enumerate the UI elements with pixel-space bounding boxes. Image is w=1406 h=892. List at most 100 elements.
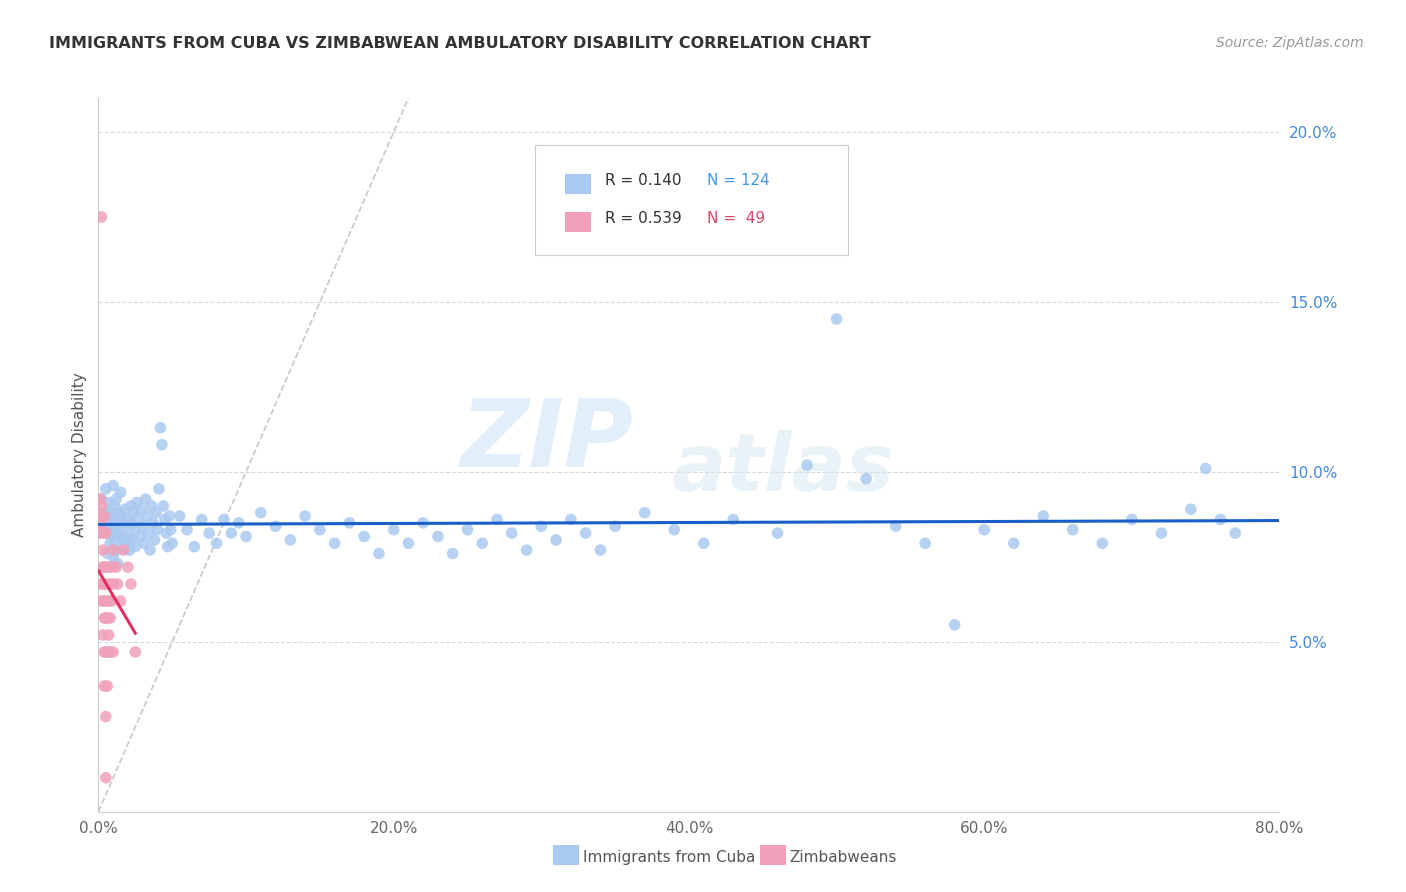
Point: [250, 506, 273, 520]
Point: [93, 679, 115, 693]
Point: [121, 533, 143, 547]
Point: [914, 536, 936, 550]
Point: [146, 523, 169, 537]
Point: [1121, 512, 1143, 526]
Point: [323, 536, 346, 550]
Point: [486, 512, 509, 526]
Point: [112, 543, 135, 558]
Point: [110, 509, 132, 524]
Point: [103, 478, 125, 492]
Point: [93, 509, 115, 524]
Point: [93, 519, 115, 533]
Point: [104, 512, 127, 526]
Point: [1195, 461, 1218, 475]
Point: [97, 512, 120, 526]
Point: [114, 502, 136, 516]
Point: [1032, 509, 1054, 524]
Point: [159, 523, 181, 537]
Point: [135, 492, 157, 507]
Point: [108, 506, 131, 520]
Point: [150, 438, 173, 452]
Point: [796, 458, 818, 472]
Point: [96, 546, 118, 560]
Point: [100, 594, 122, 608]
Point: [205, 536, 228, 550]
Point: [142, 516, 165, 530]
Point: [90, 577, 112, 591]
Point: [134, 536, 156, 550]
Point: [98, 523, 121, 537]
Point: [1225, 526, 1247, 541]
Point: [105, 526, 128, 541]
Point: [1091, 536, 1114, 550]
Point: [91, 506, 114, 520]
Point: [94, 526, 117, 541]
Point: [105, 560, 128, 574]
Point: [605, 519, 627, 533]
Point: [120, 516, 142, 530]
Point: [103, 543, 125, 558]
Point: [294, 509, 316, 524]
Point: [1062, 523, 1084, 537]
Point: [149, 421, 172, 435]
Point: [589, 543, 612, 558]
Point: [107, 577, 129, 591]
Point: [94, 771, 117, 785]
Point: [93, 645, 115, 659]
Point: [94, 506, 117, 520]
Point: [125, 495, 148, 509]
Point: [89, 526, 111, 541]
Point: [766, 526, 789, 541]
Point: [94, 611, 117, 625]
Point: [501, 526, 523, 541]
Point: [124, 523, 146, 537]
Point: [93, 611, 115, 625]
Text: N = 124: N = 124: [707, 173, 769, 187]
Text: IMMIGRANTS FROM CUBA VS ZIMBABWEAN AMBULATORY DISABILITY CORRELATION CHART: IMMIGRANTS FROM CUBA VS ZIMBABWEAN AMBUL…: [49, 36, 870, 51]
Point: [136, 509, 159, 524]
Point: [127, 512, 149, 526]
Bar: [565, 174, 591, 194]
Point: [153, 512, 176, 526]
Point: [97, 560, 120, 574]
Point: [156, 540, 179, 554]
Point: [90, 499, 112, 513]
FancyBboxPatch shape: [536, 145, 848, 255]
Point: [943, 617, 966, 632]
Point: [884, 519, 907, 533]
Point: [90, 492, 112, 507]
Point: [191, 512, 214, 526]
Point: [427, 529, 450, 543]
Point: [91, 543, 114, 558]
Point: [98, 536, 121, 550]
Point: [855, 472, 877, 486]
Point: [634, 506, 657, 520]
Bar: [759, 845, 786, 865]
Point: [124, 645, 146, 659]
Point: [103, 577, 125, 591]
Point: [1180, 502, 1202, 516]
Point: [382, 523, 405, 537]
Point: [143, 533, 166, 547]
Point: [1002, 536, 1025, 550]
Point: [221, 526, 243, 541]
Point: [169, 509, 191, 524]
Text: R = 0.140: R = 0.140: [605, 173, 682, 187]
Point: [97, 594, 120, 608]
Text: atlas: atlas: [672, 430, 894, 508]
Point: [107, 543, 129, 558]
Text: ZIP: ZIP: [461, 394, 634, 487]
Point: [152, 499, 174, 513]
Text: R = 0.539: R = 0.539: [605, 211, 682, 226]
Point: [235, 529, 257, 543]
Point: [89, 492, 111, 507]
Point: [141, 499, 163, 513]
Point: [114, 519, 136, 533]
Point: [98, 611, 121, 625]
Point: [183, 540, 205, 554]
Point: [723, 512, 745, 526]
Point: [155, 526, 177, 541]
Point: [1209, 512, 1232, 526]
Point: [103, 533, 125, 547]
Point: [560, 512, 582, 526]
